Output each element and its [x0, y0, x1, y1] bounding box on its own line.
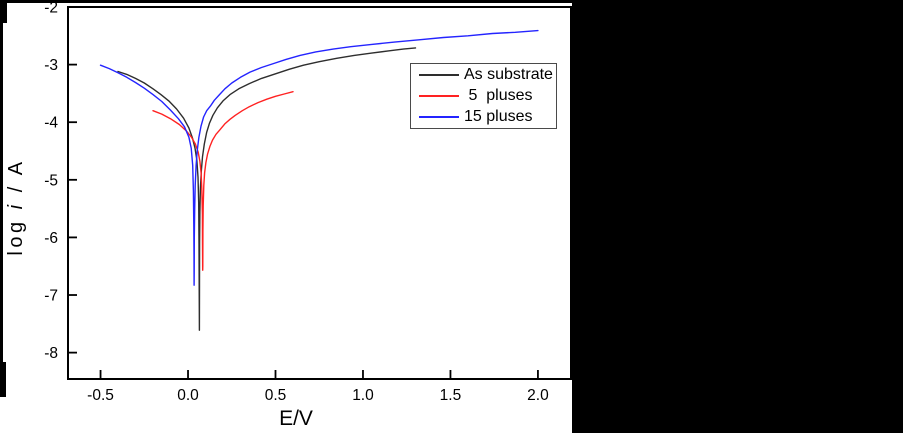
y-tick-label: -3	[44, 57, 58, 74]
left-border-strip	[0, 0, 3, 397]
y-tick-label: -8	[44, 345, 58, 362]
legend-item-label: 15 pluses	[464, 107, 533, 125]
left-border-blob-bottom	[0, 362, 6, 397]
x-tick-label: 0.5	[265, 387, 287, 404]
x-tick-label: 1.0	[352, 387, 374, 404]
legend-item: 5 pluses	[411, 86, 556, 106]
legend-item-label: 5 pluses	[464, 86, 533, 104]
x-tick-label: 2.0	[527, 387, 549, 404]
left-border-blob-top	[0, 2, 7, 23]
y-tick-label: -7	[44, 288, 58, 305]
legend: As substrate 5 pluses 15 pluses	[410, 63, 557, 129]
y-tick-label: -6	[44, 230, 58, 247]
y-tick-label: -5	[44, 172, 58, 189]
legend-line-sample	[419, 94, 459, 97]
series-line-as-substrate	[117, 47, 417, 331]
series-line-5-pluses	[152, 91, 294, 271]
y-tick-label: -2	[44, 0, 58, 17]
y-axis-label-suffix: / A	[5, 158, 27, 202]
x-tick-label: 0.0	[177, 387, 199, 404]
top-border-bar	[0, 0, 903, 3]
y-axis-label-prefix: log	[5, 209, 27, 256]
legend-item: As substrate	[411, 65, 556, 85]
x-tick-label: -0.5	[87, 387, 114, 404]
x-tick-label: 1.5	[440, 387, 462, 404]
y-axis-label-italic-i: i	[5, 201, 27, 210]
legend-line-sample	[419, 115, 459, 118]
legend-item-label: As substrate	[464, 66, 553, 84]
legend-line-sample	[419, 74, 459, 77]
x-axis-label: E/V	[279, 407, 313, 430]
y-axis-label: log i / A	[5, 107, 27, 307]
series-line-15-pluses	[99, 29, 539, 286]
legend-item: 15 pluses	[411, 107, 556, 127]
masked-region-right	[572, 0, 903, 433]
plot-frame	[67, 6, 572, 380]
y-tick-label: -4	[44, 115, 58, 132]
